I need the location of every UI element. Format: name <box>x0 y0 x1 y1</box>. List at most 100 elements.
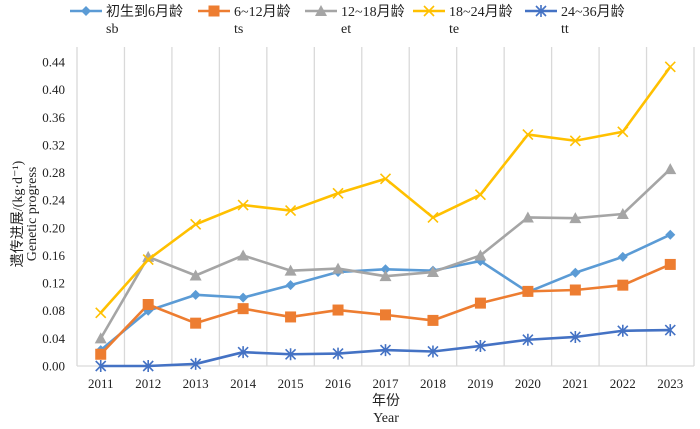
data-point-et <box>332 262 345 274</box>
data-point-ts <box>142 299 154 311</box>
data-point-ts <box>95 348 107 360</box>
data-point-tt <box>522 333 534 346</box>
series-te <box>95 61 676 319</box>
data-point-te <box>664 61 676 73</box>
legend-code: te <box>449 22 459 37</box>
data-point-sb <box>190 289 201 300</box>
data-point-et <box>284 264 297 276</box>
series-et <box>94 163 677 344</box>
y-tick-label: 0.12 <box>42 276 65 291</box>
data-point-ts <box>474 297 486 309</box>
legend-item-tt: 24~36月龄 tt <box>525 4 625 37</box>
data-point-tt <box>427 345 439 358</box>
data-point-te <box>474 189 486 201</box>
y-axis-title: 遗传进展/(kg·d⁻¹) Genetic progress <box>10 160 40 267</box>
data-point-et <box>474 249 487 261</box>
y-tick-label: 0.24 <box>42 193 65 208</box>
data-point-te <box>522 128 534 141</box>
x-axis-ticks: 2011 2012 2013 2014 2015 2016 2017 2018 2019 2020… <box>88 376 683 391</box>
y-tick-label: 0.44 <box>42 55 65 70</box>
data-point-te <box>142 254 154 266</box>
data-point-ts <box>190 317 202 329</box>
data-point-et <box>664 163 677 175</box>
legend-code: et <box>341 22 351 37</box>
legend-label: 初生到6月龄 <box>106 3 183 20</box>
x-tick-label: 2018 <box>420 376 446 391</box>
data-point-tt <box>190 357 202 370</box>
data-point-tt <box>332 347 344 360</box>
data-point-ts <box>427 314 439 326</box>
data-point-et <box>379 270 392 282</box>
data-point-tt <box>617 324 629 337</box>
data-point-te <box>427 211 439 224</box>
data-point-te <box>379 173 392 185</box>
data-point-te <box>285 204 297 217</box>
data-point-tt <box>569 330 581 343</box>
data-point-ts <box>285 311 297 323</box>
data-point-ts <box>617 279 629 291</box>
data-point-ts <box>332 304 344 316</box>
data-point-sb <box>570 267 581 278</box>
legend-code: ts <box>234 22 243 37</box>
y-tick-label: 0.00 <box>42 359 65 374</box>
x-tick-label: 2019 <box>467 376 493 391</box>
data-point-te <box>332 187 344 199</box>
data-point-et <box>142 250 155 262</box>
y-tick-label: 0.36 <box>42 110 65 125</box>
legend-label: 12~18月龄 <box>341 4 405 20</box>
legend-code: sb <box>106 22 118 37</box>
data-point-te <box>95 307 107 319</box>
data-point-et <box>616 208 629 219</box>
x-tick-label: 2012 <box>135 376 161 391</box>
data-point-sb <box>380 264 391 275</box>
x-tick-label: 2023 <box>657 376 683 391</box>
legend-marker-square-icon <box>208 5 220 17</box>
data-point-tt <box>379 344 392 357</box>
legend-label: 18~24月龄 <box>449 4 513 20</box>
x-axis-title-cn: 年份 <box>372 393 400 409</box>
y-axis-ticks: 0.00 0.04 0.08 0.12 0.16 0.20 0.24 0.28 0.32 0.36… <box>42 55 65 374</box>
data-point-tt <box>142 360 154 372</box>
data-point-tt <box>664 324 676 337</box>
y-tick-label: 0.20 <box>42 220 65 235</box>
legend-marker-x-icon <box>423 5 435 17</box>
legend: 初生到6月龄 sb 6~12月龄 ts 12~18月龄 et 18~24月龄 te 24~36月… <box>70 3 625 37</box>
y-axis-title-en: Genetic progress <box>25 167 40 261</box>
data-point-ts <box>522 285 534 297</box>
data-point-te <box>617 126 629 138</box>
legend-label: 6~12月龄 <box>234 4 291 20</box>
data-point-et <box>94 332 107 344</box>
x-tick-label: 2022 <box>610 376 636 391</box>
data-point-te <box>569 135 581 147</box>
series-tt <box>95 324 676 372</box>
legend-marker-triangle-icon <box>315 5 327 16</box>
data-point-et <box>237 249 250 261</box>
x-tick-label: 2011 <box>88 376 114 391</box>
y-tick-label: 0.04 <box>42 331 65 346</box>
data-point-ts <box>569 284 581 296</box>
legend-code: tt <box>561 22 569 37</box>
legend-marker-diamond-icon <box>81 6 91 16</box>
data-point-sb <box>238 292 249 303</box>
data-point-tt <box>285 348 297 361</box>
legend-item-ts: 6~12月龄 ts <box>198 4 291 37</box>
x-tick-label: 2014 <box>230 376 257 391</box>
data-point-tt <box>474 339 486 352</box>
x-tick-label: 2013 <box>183 376 209 391</box>
data-point-ts <box>664 258 676 270</box>
series-line-sb <box>99 233 671 352</box>
y-tick-label: 0.28 <box>42 165 65 180</box>
legend-item-te: 18~24月龄 te <box>413 4 513 37</box>
data-point-sb <box>665 229 676 240</box>
data-point-sb <box>617 251 628 262</box>
data-point-et <box>426 266 439 278</box>
data-point-te <box>190 218 202 230</box>
data-point-ts <box>380 309 391 321</box>
x-tick-label: 2020 <box>515 376 541 391</box>
y-tick-label: 0.08 <box>42 303 65 318</box>
data-point-ts <box>237 303 249 315</box>
data-point-et <box>521 211 534 223</box>
data-point-tt <box>95 360 107 372</box>
legend-item-et: 12~18月龄 et <box>305 4 405 37</box>
